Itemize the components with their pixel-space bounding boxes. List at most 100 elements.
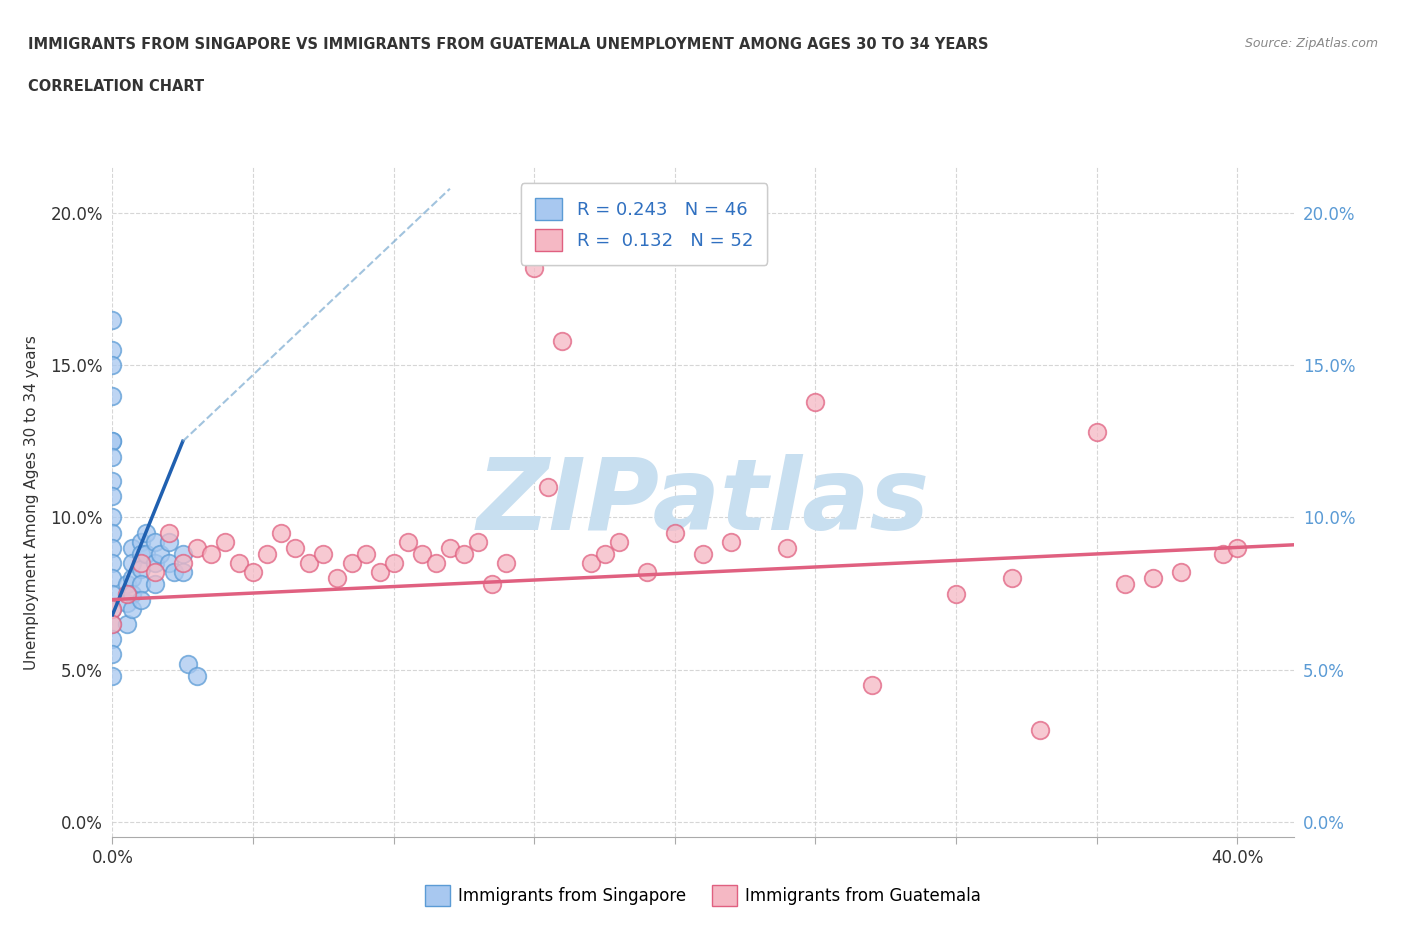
Point	[115, 577, 138, 591]
Point	[101, 488, 124, 503]
Text: CORRELATION CHART: CORRELATION CHART	[28, 79, 204, 94]
Point	[523, 260, 546, 275]
Point	[453, 547, 475, 562]
Point	[214, 535, 236, 550]
Point	[1114, 577, 1136, 591]
Point	[579, 555, 602, 570]
Legend: Immigrants from Singapore, Immigrants from Guatemala: Immigrants from Singapore, Immigrants fr…	[419, 879, 987, 912]
Point	[593, 547, 616, 562]
Point	[101, 617, 124, 631]
Point	[1226, 540, 1249, 555]
Point	[326, 571, 349, 586]
Point	[121, 602, 143, 617]
Point	[129, 577, 152, 591]
Point	[692, 547, 714, 562]
Text: ZIPatlas: ZIPatlas	[477, 454, 929, 551]
Point	[467, 535, 489, 550]
Point	[121, 555, 143, 570]
Point	[143, 535, 166, 550]
Point	[101, 473, 124, 488]
Point	[439, 540, 461, 555]
Point	[129, 562, 152, 577]
Legend: R = 0.243   N = 46, R =  0.132   N = 52: R = 0.243 N = 46, R = 0.132 N = 52	[520, 183, 768, 265]
Point	[101, 358, 124, 373]
Point	[149, 547, 172, 562]
Point	[242, 565, 264, 579]
Point	[101, 571, 124, 586]
Point	[425, 555, 447, 570]
Point	[115, 617, 138, 631]
Point	[1142, 571, 1164, 586]
Point	[270, 525, 292, 540]
Point	[157, 525, 180, 540]
Point	[101, 602, 124, 617]
Point	[143, 565, 166, 579]
Point	[804, 394, 827, 409]
Point	[101, 647, 124, 662]
Point	[101, 510, 124, 525]
Point	[256, 547, 278, 562]
Point	[664, 525, 686, 540]
Point	[1212, 547, 1234, 562]
Point	[101, 434, 124, 449]
Point	[945, 586, 967, 601]
Point	[143, 577, 166, 591]
Point	[121, 586, 143, 601]
Point	[129, 535, 152, 550]
Point	[101, 617, 124, 631]
Point	[172, 547, 194, 562]
Point	[396, 535, 419, 550]
Point	[121, 540, 143, 555]
Point	[135, 547, 157, 562]
Point	[101, 312, 124, 327]
Point	[101, 449, 124, 464]
Point	[115, 595, 138, 610]
Point	[143, 555, 166, 570]
Point	[551, 334, 574, 349]
Point	[481, 577, 503, 591]
Point	[720, 535, 742, 550]
Point	[312, 547, 335, 562]
Point	[1029, 723, 1052, 737]
Point	[101, 555, 124, 570]
Text: IMMIGRANTS FROM SINGAPORE VS IMMIGRANTS FROM GUATEMALA UNEMPLOYMENT AMONG AGES 3: IMMIGRANTS FROM SINGAPORE VS IMMIGRANTS …	[28, 37, 988, 52]
Point	[1001, 571, 1024, 586]
Point	[382, 555, 405, 570]
Point	[228, 555, 250, 570]
Text: Source: ZipAtlas.com: Source: ZipAtlas.com	[1244, 37, 1378, 50]
Point	[129, 555, 152, 570]
Point	[537, 480, 560, 495]
Point	[298, 555, 321, 570]
Point	[354, 547, 377, 562]
Point	[860, 677, 883, 692]
Point	[101, 631, 124, 646]
Point	[172, 565, 194, 579]
Point	[1085, 425, 1108, 440]
Point	[101, 342, 124, 357]
Point	[636, 565, 658, 579]
Point	[776, 540, 799, 555]
Point	[101, 669, 124, 684]
Point	[157, 535, 180, 550]
Point	[200, 547, 222, 562]
Point	[340, 555, 363, 570]
Point	[495, 555, 517, 570]
Point	[411, 547, 433, 562]
Y-axis label: Unemployment Among Ages 30 to 34 years: Unemployment Among Ages 30 to 34 years	[24, 335, 39, 670]
Point	[186, 540, 208, 555]
Point	[1170, 565, 1192, 579]
Point	[284, 540, 307, 555]
Point	[101, 388, 124, 403]
Point	[129, 592, 152, 607]
Point	[157, 555, 180, 570]
Point	[177, 656, 200, 671]
Point	[115, 586, 138, 601]
Point	[101, 525, 124, 540]
Point	[172, 555, 194, 570]
Point	[368, 565, 391, 579]
Point	[101, 540, 124, 555]
Point	[101, 602, 124, 617]
Point	[135, 525, 157, 540]
Point	[101, 434, 124, 449]
Point	[129, 547, 152, 562]
